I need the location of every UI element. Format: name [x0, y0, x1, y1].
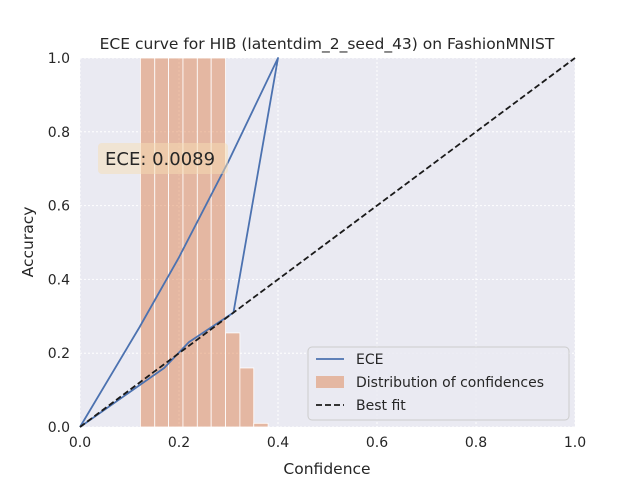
- x-axis-label: Confidence: [283, 460, 370, 478]
- annotation-box: [98, 143, 228, 174]
- chart-title: ECE curve for HIB (latentdim_2_seed_43) …: [100, 35, 555, 54]
- confidence-bar: [154, 57, 170, 428]
- confidence-bar: [253, 422, 269, 428]
- legend-swatch: [316, 376, 344, 388]
- confidence-bar: [239, 367, 255, 428]
- ece-line: [79, 57, 279, 428]
- legend-label: Best fit: [356, 398, 406, 414]
- annotation-text: ECE: 0.0089: [105, 149, 215, 170]
- x-tick-label: 0.4: [267, 435, 289, 451]
- y-tick-label: 0.4: [48, 272, 70, 288]
- x-tick-label: 0.0: [69, 435, 91, 451]
- y-tick-label: 1.0: [48, 51, 70, 67]
- y-tick-label: 0.8: [48, 125, 70, 141]
- y-axis-label: Accuracy: [19, 207, 37, 278]
- confidence-bar: [168, 57, 184, 428]
- legend: ECE Distribution of confidences Best fit: [307, 346, 570, 421]
- ticks: 0.0 0.2 0.4 0.6 0.8 1.0 0.0 0.2 0.4 0.6 0.8 1.0: [48, 51, 586, 451]
- y-tick-label: 0.2: [48, 346, 70, 362]
- confidence-bar: [210, 57, 226, 428]
- ece-annotation: ECE: 0.0089: [98, 143, 228, 174]
- confidence-bar: [139, 57, 156, 428]
- legend-label: ECE: [356, 352, 383, 368]
- y-tick-label: 0.0: [48, 420, 70, 436]
- legend-label: Distribution of confidences: [356, 375, 544, 391]
- x-tick-label: 1.0: [564, 435, 586, 451]
- y-tick-label: 0.6: [48, 199, 70, 215]
- legend-box: [307, 346, 570, 421]
- confidence-bar: [225, 332, 241, 428]
- best-fit-line: [79, 57, 576, 428]
- series-lines: [79, 57, 576, 428]
- x-tick-label: 0.2: [168, 435, 190, 451]
- x-tick-label: 0.8: [465, 435, 487, 451]
- x-tick-label: 0.6: [366, 435, 388, 451]
- confidence-bar: [196, 57, 212, 428]
- confidence-bar: [182, 57, 198, 428]
